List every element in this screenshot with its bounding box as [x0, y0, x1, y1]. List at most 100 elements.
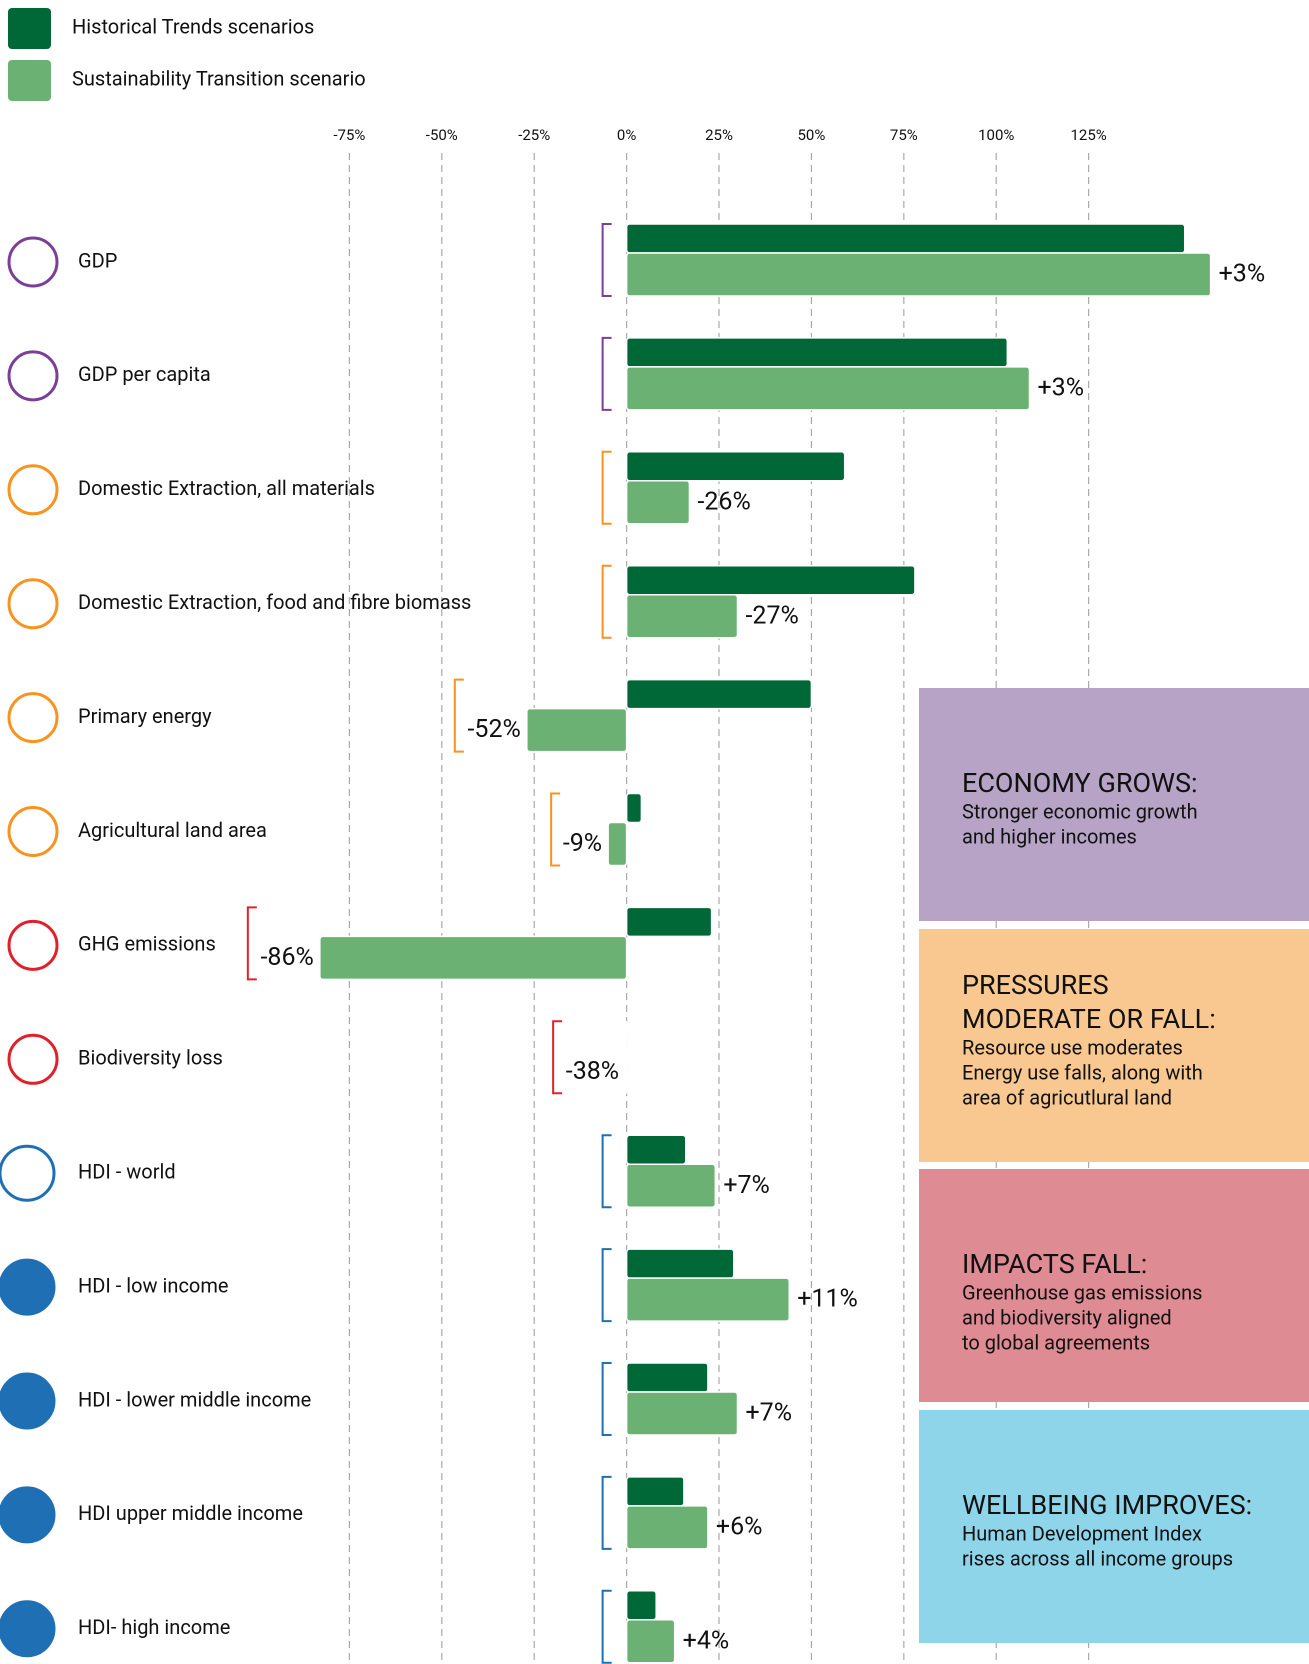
category-label: HDI - world — [78, 1159, 176, 1183]
bar — [625, 1134, 687, 1165]
x-tick-label: -25% — [518, 126, 550, 144]
panel-text: and biodiversity aligned — [962, 1305, 1172, 1329]
bar — [625, 223, 1186, 254]
bracket — [601, 1134, 612, 1209]
bar — [625, 366, 1031, 411]
legend-label: Sustainability Transition scenario — [72, 66, 366, 90]
icon — [7, 919, 59, 971]
panel-title: ECONOMY GROWS: — [962, 767, 1198, 799]
bar — [625, 1163, 717, 1208]
bracket — [601, 1362, 612, 1436]
bracket — [601, 1248, 612, 1323]
category-label: HDI - low income — [78, 1273, 228, 1297]
panel-text: and higher incomes — [962, 824, 1137, 848]
panel — [919, 1169, 1309, 1402]
category-label: HDI - lower middle income — [78, 1387, 311, 1411]
change-label: +6% — [716, 1513, 763, 1542]
legend-swatch — [8, 60, 51, 101]
change-label: -86% — [261, 943, 314, 972]
category-label: Primary energy — [78, 704, 212, 728]
bar — [625, 593, 739, 639]
bar — [625, 1391, 739, 1436]
change-label: -9% — [563, 829, 602, 858]
x-tick-label: 100% — [978, 126, 1014, 144]
change-label: +3% — [1037, 374, 1084, 403]
panel-text: Human Development Index — [962, 1521, 1202, 1545]
bar — [625, 337, 1009, 368]
bar — [625, 1277, 790, 1322]
x-tick-label: -50% — [426, 126, 458, 144]
change-label: -52% — [467, 715, 520, 744]
category-label: GDP per capita — [78, 362, 211, 386]
panel-text: Stronger economic growth — [962, 799, 1198, 823]
x-tick-label: 125% — [1070, 126, 1106, 144]
category-label: GDP — [78, 248, 117, 272]
panel-text: Energy use falls, along with — [962, 1060, 1203, 1084]
bar — [625, 792, 643, 824]
panel — [919, 688, 1309, 921]
icon — [0, 1372, 56, 1430]
bracket — [601, 564, 612, 639]
bracket — [601, 336, 612, 411]
icon — [0, 1600, 56, 1658]
bar — [607, 821, 628, 867]
bracket — [453, 678, 464, 753]
change-label: -38% — [566, 1057, 619, 1086]
change-label: +4% — [683, 1626, 730, 1655]
category-label: GHG emissions — [78, 932, 216, 956]
bar — [625, 480, 691, 525]
icon — [7, 578, 59, 630]
category-label: Biodiversity loss — [78, 1046, 223, 1070]
bar — [625, 1505, 709, 1550]
bar — [625, 1619, 676, 1664]
category-label: Domestic Extraction, food and fibre biom… — [78, 590, 471, 614]
legend-label: Historical Trends scenarios — [72, 14, 314, 38]
category-label: Domestic Extraction, all materials — [78, 476, 375, 500]
bar — [624, 1049, 628, 1095]
bracket — [601, 223, 612, 297]
category-label: HDI upper middle income — [78, 1501, 303, 1525]
icon — [7, 1033, 59, 1085]
panel — [919, 929, 1309, 1162]
icon — [7, 464, 59, 516]
bracket — [552, 1020, 563, 1095]
x-tick-label: 50% — [797, 126, 825, 144]
x-tick-label: 0% — [617, 126, 636, 144]
panel-title: WELLBEING IMPROVES: — [962, 1489, 1252, 1521]
bar — [625, 906, 713, 938]
bracket — [246, 906, 257, 981]
bar — [625, 451, 846, 482]
bar — [625, 1590, 657, 1621]
icon — [7, 350, 59, 402]
category-label: Agricultural land area — [78, 818, 267, 842]
panel-title: IMPACTS FALL: — [962, 1248, 1147, 1280]
change-label: +11% — [797, 1285, 858, 1314]
panel-text: rises across all income groups — [962, 1546, 1233, 1570]
bar — [526, 707, 628, 753]
icon — [0, 1486, 56, 1544]
change-label: +7% — [723, 1171, 770, 1200]
panel-title: MODERATE OR FALL: — [962, 1003, 1216, 1035]
category-label: HDI- high income — [78, 1615, 230, 1639]
change-label: +3% — [1219, 260, 1266, 289]
change-label: -26% — [697, 487, 750, 516]
icon — [0, 1144, 56, 1202]
bracket — [601, 1589, 612, 1664]
change-label: -27% — [746, 601, 799, 630]
bar — [319, 935, 628, 981]
panel-title: PRESSURES — [962, 969, 1109, 1001]
bar — [625, 1476, 685, 1507]
bar — [625, 1248, 735, 1279]
icon — [0, 1258, 56, 1316]
panel-text: area of agricutlural land — [962, 1085, 1172, 1109]
icon — [7, 692, 59, 744]
bar — [625, 252, 1212, 297]
bracket — [601, 1475, 612, 1550]
panel-text: Resource use moderates — [962, 1035, 1183, 1059]
x-tick-label: 75% — [890, 126, 918, 144]
bracket — [601, 450, 612, 525]
icon — [7, 806, 59, 857]
panel-text: to global agreements — [962, 1330, 1150, 1354]
bar — [625, 564, 916, 596]
